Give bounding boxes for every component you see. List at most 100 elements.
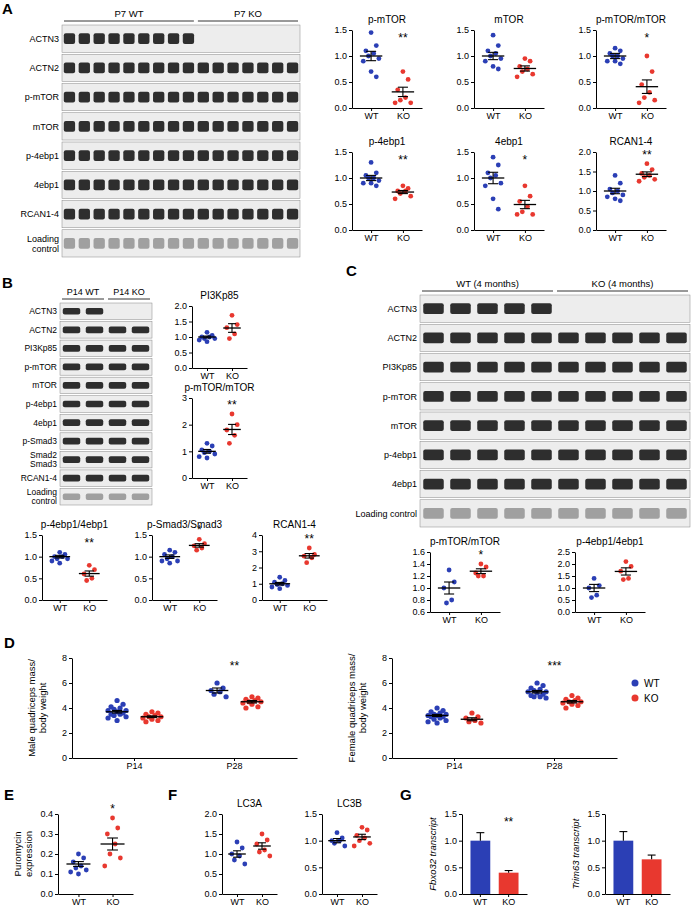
point — [87, 563, 92, 568]
x-tick: KO — [256, 894, 269, 907]
lane-header: KO (4 months) — [592, 278, 654, 289]
y-tick: 0.0 — [304, 889, 322, 899]
x-tick-label: KO — [641, 233, 654, 243]
x-tick: WT — [231, 894, 245, 907]
point — [496, 163, 501, 168]
blot-band — [287, 63, 298, 74]
blot-band — [153, 150, 164, 161]
x-tick-label: P14 — [126, 761, 142, 771]
error-bar — [567, 701, 577, 704]
blot-band — [531, 333, 552, 344]
blot-band — [477, 508, 498, 519]
y-axis: 02468 — [382, 653, 393, 763]
blot-band — [138, 63, 149, 74]
y-tick-label: 3 — [182, 393, 187, 403]
blot-band — [423, 303, 444, 314]
blot-band — [450, 479, 471, 490]
blot: CWT (4 months)KO (4 months)ACTN3ACTN2PI3… — [346, 262, 690, 527]
blot-band — [86, 345, 103, 352]
y-tick-mark — [471, 82, 474, 83]
error-cap — [165, 558, 174, 559]
error-cap — [212, 687, 222, 688]
y-tick: 0.4 — [40, 809, 58, 819]
error-bar — [398, 190, 408, 193]
blot-band — [138, 238, 149, 249]
chart-title: p-4ebp1/4ebp1 — [41, 519, 109, 530]
error-stem — [493, 172, 494, 183]
y-tick-mark — [572, 600, 575, 601]
point — [642, 95, 647, 100]
blot-band — [666, 450, 687, 461]
x-axis-line — [323, 894, 378, 895]
point — [84, 578, 89, 583]
legend: WTKO — [632, 678, 660, 704]
y-tick-label: 0.5 — [24, 574, 37, 584]
y-tick-label: 0.4 — [40, 809, 53, 819]
y-tick: 3 — [182, 393, 192, 403]
y-tick-mark — [189, 337, 192, 338]
point — [342, 844, 347, 849]
marks — [360, 30, 414, 105]
blot-strip — [62, 54, 300, 81]
y-tick-label: 0.5 — [334, 199, 347, 209]
y-axis: 0.00.51.01.5 — [587, 809, 605, 899]
y-tick-mark — [471, 56, 474, 57]
mean-line — [526, 691, 549, 692]
blot-band — [504, 450, 525, 461]
error-cap — [203, 453, 211, 454]
y-tick-mark — [55, 834, 58, 835]
blot-band — [63, 419, 80, 426]
x-tick-label: KO — [397, 111, 410, 121]
y-tick-mark — [572, 576, 575, 577]
y-tick-label: 1.0 — [444, 836, 457, 846]
blot-strip — [60, 396, 152, 413]
x-tick: WT — [201, 368, 215, 381]
x-tick-label: KO — [397, 233, 410, 243]
blot-band — [168, 33, 179, 44]
blot-band — [585, 391, 606, 402]
y-tick: 0.5 — [578, 77, 596, 87]
x-tick: P14 — [446, 758, 462, 771]
blot-band — [531, 450, 552, 461]
blot-band — [531, 391, 552, 402]
error-cap — [567, 700, 577, 701]
blot-strip — [420, 441, 690, 468]
blot-band — [213, 209, 224, 220]
x-tick: KO — [397, 230, 410, 243]
x-tick-label: WT — [609, 233, 623, 243]
y-tick-label: 1.0 — [174, 332, 187, 342]
blot-band — [183, 150, 194, 161]
y-tick-label: 4 — [382, 703, 387, 713]
point — [199, 546, 204, 551]
y-tick: 0.0 — [334, 103, 352, 113]
y-tick-mark — [319, 841, 322, 842]
point — [483, 59, 488, 64]
y-tick-mark — [69, 758, 72, 759]
y-tick: 1.0 — [444, 836, 462, 846]
y-tick-mark — [427, 564, 430, 565]
blot-band — [153, 121, 164, 132]
y-tick-label: 0.5 — [204, 869, 217, 879]
x-tick-label: WT — [53, 603, 67, 613]
y-tick-mark — [389, 708, 392, 709]
x-axis-line — [475, 230, 545, 231]
y-tick: 4 — [252, 530, 262, 540]
marks — [438, 562, 492, 606]
y-tick-mark — [389, 733, 392, 734]
x-axis-line — [59, 894, 134, 895]
row-label: p-Smad3 — [23, 436, 58, 446]
point — [205, 330, 210, 335]
y-tick-mark — [593, 108, 596, 109]
row-label: ACTN3 — [29, 34, 59, 44]
error-cap — [247, 700, 257, 701]
blot-band — [168, 121, 179, 132]
y-tick: 1.0 — [304, 836, 322, 846]
y-tick-mark — [189, 451, 192, 452]
point — [365, 828, 370, 833]
point — [618, 198, 623, 203]
blot-band — [287, 121, 298, 132]
error-bar — [55, 555, 64, 558]
error-bar — [212, 688, 222, 693]
error-cap — [648, 855, 656, 856]
error-stem — [646, 80, 647, 94]
